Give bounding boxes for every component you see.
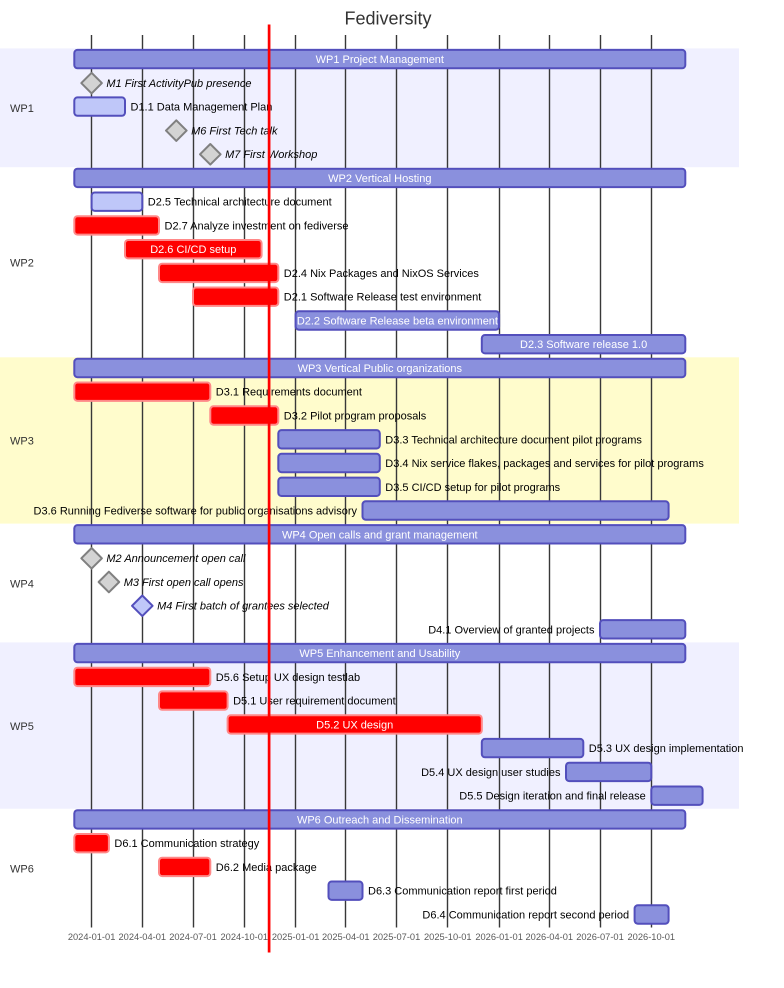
svg-text:WP4 Open calls and grant manag: WP4 Open calls and grant management (282, 529, 478, 541)
svg-text:WP1: WP1 (10, 103, 34, 115)
svg-text:WP5 Enhancement and Usability: WP5 Enhancement and Usability (299, 648, 460, 660)
svg-text:D6.4 Communication report seco: D6.4 Communication report second period (422, 910, 629, 922)
svg-text:D6.1 Communication strategy: D6.1 Communication strategy (114, 838, 259, 850)
svg-text:2026-07-01: 2026-07-01 (576, 932, 624, 942)
svg-text:D3.4 Nix service flakes, packa: D3.4 Nix service flakes, packages and se… (385, 458, 704, 470)
svg-text:D2.1 Software Release test env: D2.1 Software Release test environment (284, 292, 482, 304)
svg-text:WP5: WP5 (10, 721, 34, 733)
svg-text:D3.3 Technical architecture do: D3.3 Technical architecture document pil… (385, 434, 642, 446)
svg-text:D3.1 Requirements document: D3.1 Requirements document (216, 387, 362, 399)
svg-text:D5.5 Design iteration and fina: D5.5 Design iteration and final release (459, 791, 646, 803)
svg-text:WP2: WP2 (10, 258, 34, 270)
svg-text:D2.2 Software Release beta env: D2.2 Software Release beta environment (297, 316, 498, 328)
svg-text:D6.2 Media package: D6.2 Media package (216, 862, 317, 874)
svg-text:WP6: WP6 (10, 863, 34, 875)
svg-text:D5.3 UX design implementation: D5.3 UX design implementation (589, 743, 744, 755)
svg-text:M1 First ActivityPub presence: M1 First ActivityPub presence (106, 78, 251, 90)
svg-text:M6 First Tech talk: M6 First Tech talk (191, 126, 278, 138)
svg-text:WP3: WP3 (10, 436, 34, 448)
svg-text:D4.1 Overview of granted proje: D4.1 Overview of granted projects (428, 624, 595, 636)
svg-text:2026-10-01: 2026-10-01 (628, 932, 676, 942)
svg-text:M7 First Workshop: M7 First Workshop (225, 149, 317, 161)
svg-text:2024-10-01: 2024-10-01 (221, 932, 269, 942)
svg-text:2025-04-01: 2025-04-01 (322, 932, 370, 942)
svg-text:2025-07-01: 2025-07-01 (373, 932, 421, 942)
svg-text:M4 First batch of grantees sel: M4 First batch of grantees selected (157, 601, 330, 613)
svg-text:D2.7 Analyze investment on fed: D2.7 Analyze investment on fediverse (165, 220, 349, 232)
svg-text:D3.5 CI/CD setup for pilot pro: D3.5 CI/CD setup for pilot programs (385, 482, 560, 494)
svg-text:D6.3 Communication report firs: D6.3 Communication report first period (368, 886, 557, 898)
svg-text:D5.1 User requirement document: D5.1 User requirement document (233, 696, 396, 708)
svg-text:D5.2 UX design: D5.2 UX design (316, 719, 393, 731)
svg-text:M2 Announcement open call: M2 Announcement open call (106, 553, 246, 565)
svg-text:WP3 Vertical Public organizati: WP3 Vertical Public organizations (298, 363, 463, 375)
svg-text:2025-01-01: 2025-01-01 (272, 932, 320, 942)
svg-text:D3.6 Running Fediverse softwar: D3.6 Running Fediverse software for publ… (34, 506, 358, 518)
svg-text:2024-07-01: 2024-07-01 (169, 932, 217, 942)
svg-text:WP4: WP4 (10, 578, 34, 590)
svg-text:Fediversity: Fediversity (344, 9, 431, 29)
svg-text:WP6 Outreach and Dissemination: WP6 Outreach and Dissemination (297, 814, 463, 826)
svg-text:D2.6 CI/CD setup: D2.6 CI/CD setup (150, 244, 236, 256)
svg-text:M3 First open call opens: M3 First open call opens (124, 577, 244, 589)
svg-text:WP2 Vertical Hosting: WP2 Vertical Hosting (328, 173, 431, 185)
svg-text:2026-01-01: 2026-01-01 (475, 932, 523, 942)
svg-text:2024-01-01: 2024-01-01 (68, 932, 116, 942)
svg-text:D5.6 Setup UX design testlab: D5.6 Setup UX design testlab (216, 672, 360, 684)
svg-text:D1.1 Data Management Plan: D1.1 Data Management Plan (131, 102, 273, 114)
svg-text:WP1 Project Management: WP1 Project Management (316, 54, 444, 66)
svg-text:D2.4 Nix Packages and NixOS Se: D2.4 Nix Packages and NixOS Services (284, 268, 480, 280)
svg-text:2025-10-01: 2025-10-01 (424, 932, 472, 942)
svg-text:D2.3 Software release 1.0: D2.3 Software release 1.0 (520, 339, 647, 351)
svg-text:2026-04-01: 2026-04-01 (526, 932, 574, 942)
svg-text:D3.2 Pilot program proposals: D3.2 Pilot program proposals (284, 411, 427, 423)
svg-text:D2.5 Technical architecture do: D2.5 Technical architecture document (148, 197, 332, 209)
svg-text:2024-04-01: 2024-04-01 (119, 932, 167, 942)
svg-text:D5.4 UX design user studies: D5.4 UX design user studies (421, 767, 561, 779)
